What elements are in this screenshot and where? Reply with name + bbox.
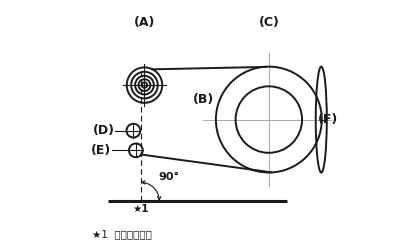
Text: ★1  与地面成直角: ★1 与地面成直角 <box>92 229 151 239</box>
Text: 90°: 90° <box>158 173 179 183</box>
Text: (C): (C) <box>259 16 279 29</box>
Text: (E): (E) <box>91 144 111 157</box>
Text: (F): (F) <box>318 113 338 126</box>
Text: (A): (A) <box>134 16 155 29</box>
Text: (B): (B) <box>193 93 214 106</box>
Text: (D): (D) <box>93 124 115 137</box>
Text: ★1: ★1 <box>133 204 149 214</box>
